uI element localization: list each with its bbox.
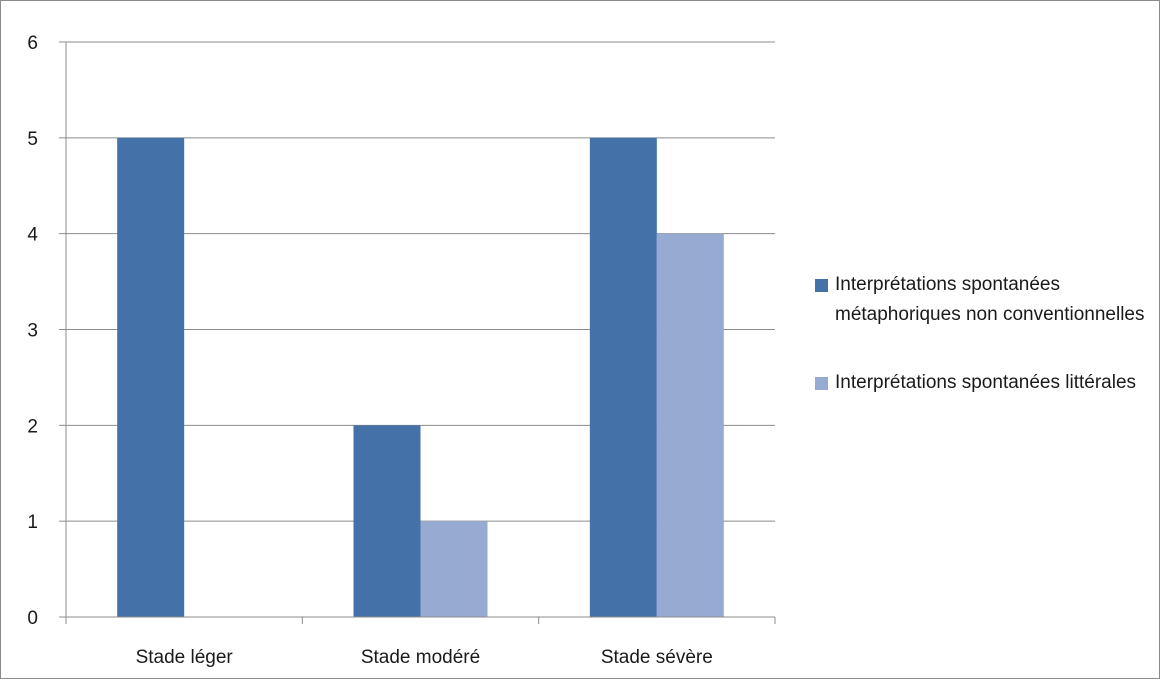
y-tick-label: 2 — [27, 416, 38, 437]
y-tick-label: 0 — [27, 608, 38, 629]
axes — [59, 41, 776, 624]
legend-label-series-2: Interprétations spontanées littérales — [835, 372, 1137, 393]
bars — [117, 137, 724, 618]
y-tick-label: 5 — [27, 129, 38, 150]
x-tick-label: Stade léger — [136, 647, 234, 668]
y-tick-label: 1 — [27, 512, 38, 533]
tick-labels: 0 1 2 3 4 5 6 Stade léger Stade modéré Stade sévè… — [27, 33, 712, 668]
legend-label-series-1: Interprétations spontanées métaphoriques… — [835, 274, 1145, 325]
legend-item-series-2: Interprétations spontanées littérales — [815, 368, 1145, 398]
x-tick-label: Stade modéré — [361, 647, 480, 668]
legend-swatch-series-1 — [815, 279, 828, 292]
y-tick-label: 3 — [27, 321, 38, 342]
bar-series-2-2 — [420, 521, 488, 617]
y-tick-label: 6 — [27, 33, 38, 54]
bar-series-1-2 — [353, 425, 421, 617]
legend-swatch-series-2 — [815, 377, 828, 390]
legend: Interprétations spontanées métaphoriques… — [815, 270, 1145, 398]
y-tick-label: 4 — [27, 225, 38, 246]
bar-series-2-3 — [656, 233, 724, 617]
legend-item-series-1: Interprétations spontanées métaphoriques… — [815, 270, 1145, 330]
bar-series-1-3 — [589, 137, 657, 618]
x-tick-label: Stade sévère — [601, 647, 713, 668]
bar-series-1-1 — [117, 137, 185, 618]
